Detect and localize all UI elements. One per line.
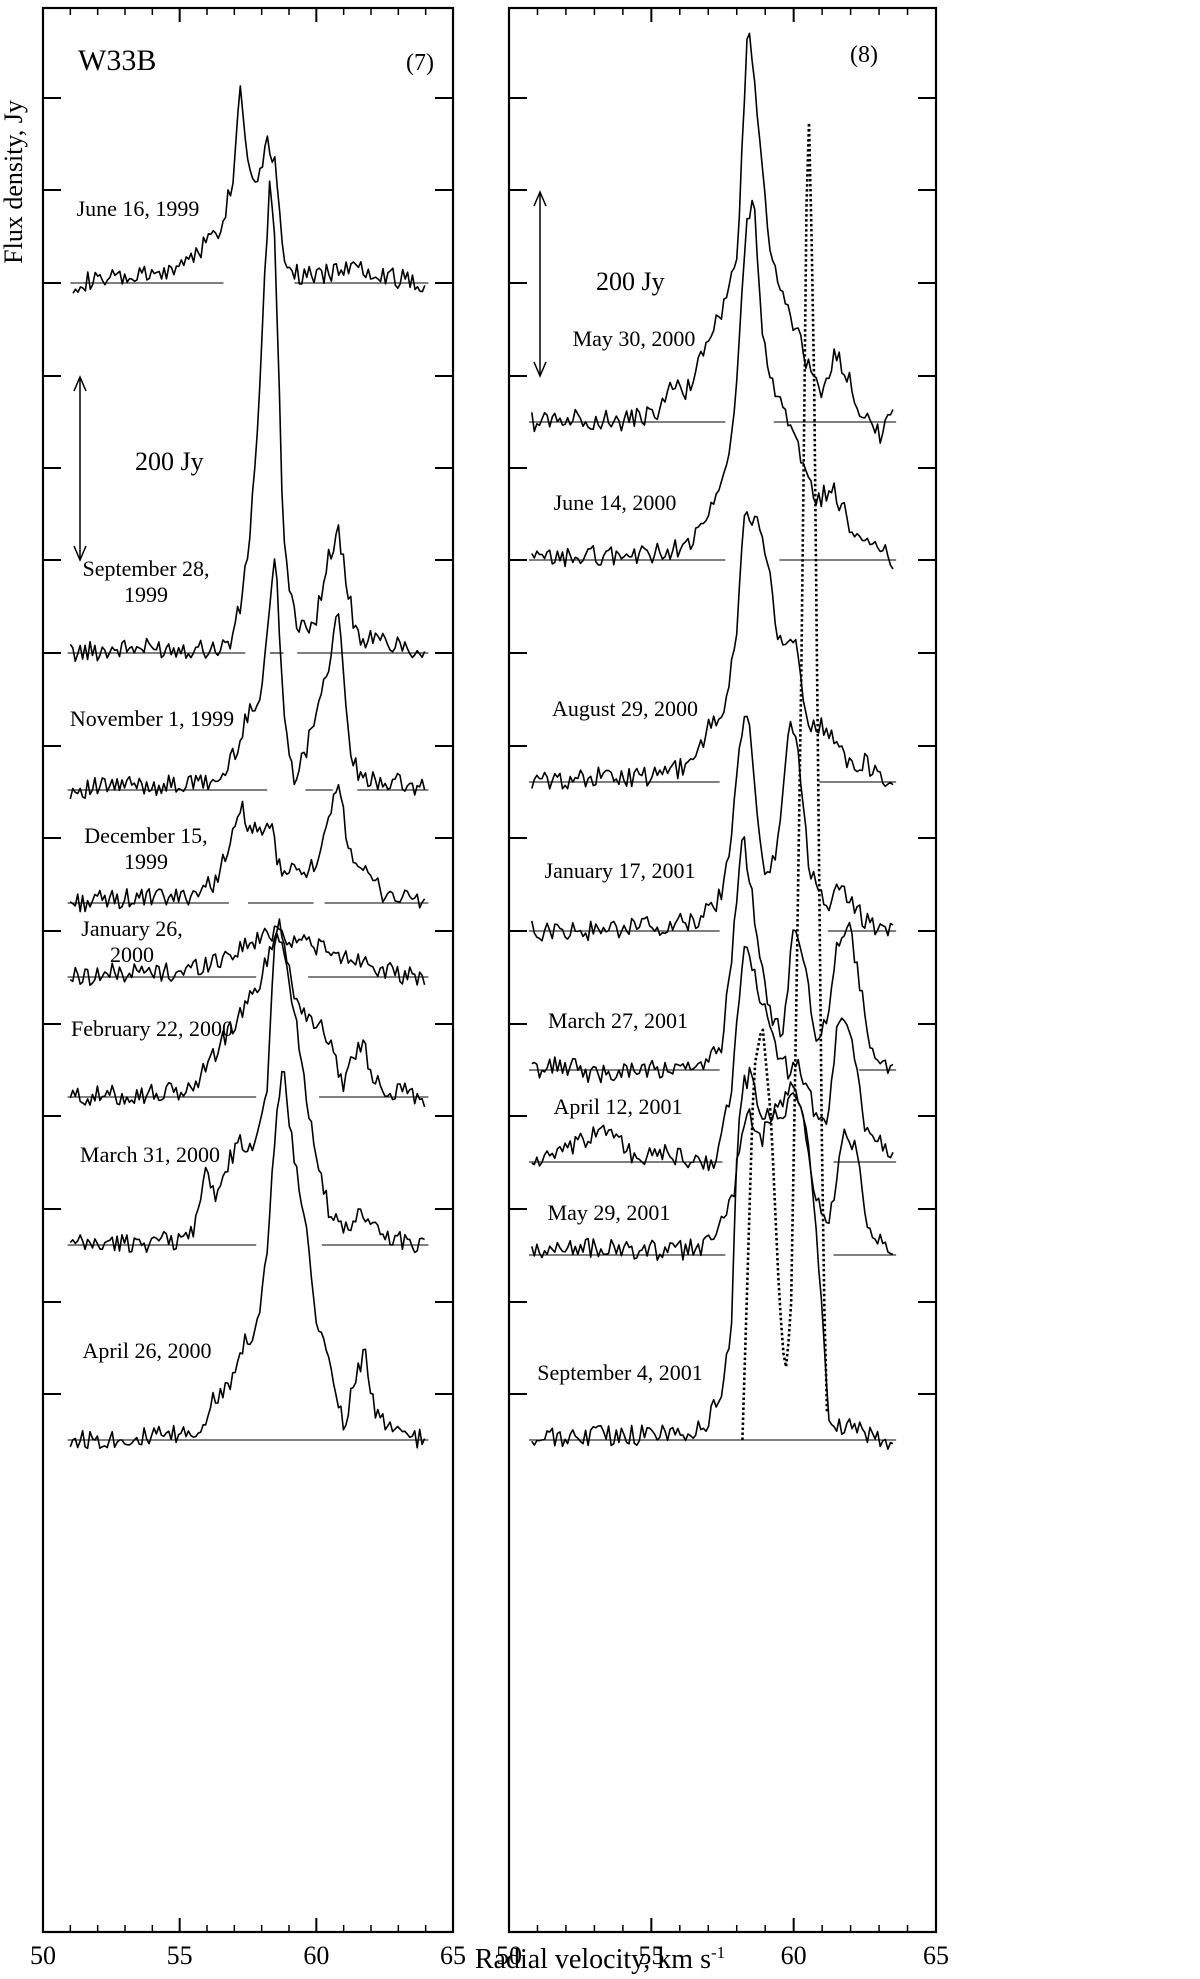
x-tick-label: 50 [30,1941,56,1970]
date-label-line: June 14, 2000 [554,490,677,515]
spectrum-line-march-27-2001 [531,836,894,1084]
dotted-spectrum-line [741,121,829,1441]
date-label-line: 2000 [110,942,154,967]
x-axis-label-unit-exponent: -1 [711,1943,725,1962]
scale-bar-label: 200 Jy [596,267,665,296]
spectrum-line-january-17-2001 [531,715,894,942]
date-label-august-29-2000: August 29, 2000 [552,696,698,721]
date-label-january-26-2000: January 26, 2000 [81,916,182,967]
x-tick-label: 55 [638,1941,664,1970]
plot-frame [41,6,455,1934]
x-tick-label: 60 [781,1941,807,1970]
date-label-april-26-2000: April 26, 2000 [83,1338,212,1363]
date-label-line: September 4, 2001 [537,1360,703,1385]
spectrum-line-november-1-1999 [69,558,426,800]
x-tick-label: 65 [440,1941,466,1970]
date-label-march-31-2000: March 31, 2000 [80,1142,220,1167]
x-tick-label: 55 [167,1941,193,1970]
panel-8: 50 55 60 65 (8) 200 Jy May 30, 2000 June 14, 20… [496,6,949,1970]
spectrum-line-april-26-2000 [69,1070,426,1450]
spectrum-line-february-22-2000 [69,918,426,1108]
date-label-line: April 26, 2000 [83,1338,212,1363]
date-label-line: December 15, [84,823,207,848]
spectrum-line-december-15-1999 [69,784,426,913]
spectrum-line-september-28-1999 [69,180,426,663]
spectrum-line-august-29-2000 [531,511,894,790]
date-label-line: March 27, 2001 [548,1008,688,1033]
date-label-april-12-2001: April 12, 2001 [554,1094,683,1119]
scale-bar-arrow-up [533,190,547,207]
spectrum-line-may-30-2000 [531,32,894,444]
date-label-line: February 22, 2000 [71,1016,233,1041]
date-label-line: 1999 [124,582,168,607]
spectrum-line-march-31-2000 [69,932,425,1254]
date-label-march-27-2001: March 27, 2001 [548,1008,688,1033]
source-label: W33B [78,44,156,77]
spectrum-line-april-12-2001 [531,945,894,1172]
panel-7: 50 55 60 65 W33B (7) 200 Jy June 16, 1999 Septem… [30,6,466,1970]
date-label-line: September 28, [82,556,209,581]
date-label-line: June 16, 1999 [77,196,200,221]
date-label-june-14-2000: June 14, 2000 [554,490,677,515]
scale-bar-arrow-down [533,361,547,378]
scale-bar-label: 200 Jy [135,447,204,476]
date-label-january-17-2001: January 17, 2001 [545,858,696,883]
spectrum-line-september-4-2001 [531,1081,894,1450]
y-axis-label: Flux density, Jy [0,100,28,264]
date-label-november-1-1999: November 1, 1999 [70,706,234,731]
date-label-september-28-1999: September 28, 1999 [82,556,209,607]
date-label-may-30-2000: May 30, 2000 [573,326,696,351]
panel-number: (8) [850,42,878,68]
date-label-line: January 26, [81,916,182,941]
x-axis-label: Radial velocity, km s-1 [475,1943,725,1975]
date-label-line: May 30, 2000 [573,326,696,351]
scale-bar-arrow-down [73,545,87,562]
x-tick-label: 60 [303,1941,329,1970]
date-label-september-4-2001: September 4, 2001 [537,1360,703,1385]
date-label-june-16-1999: June 16, 1999 [77,196,200,221]
date-label-line: May 29, 2001 [548,1200,671,1225]
date-label-line: March 31, 2000 [80,1142,220,1167]
date-label-line: November 1, 1999 [70,706,234,731]
x-axis-label-main: Radial velocity, km s [475,1944,711,1975]
spectrum-line-january-26-2000 [69,925,426,986]
spectrum-line-may-29-2001 [531,1066,894,1261]
scale-bar-arrow-up [73,375,87,392]
spectrum-line-june-16-1999 [72,85,426,294]
date-label-line: August 29, 2000 [552,696,698,721]
date-label-may-29-2001: May 29, 2001 [548,1200,671,1225]
date-label-february-22-2000: February 22, 2000 [71,1016,233,1041]
panel-number: (7) [406,50,434,76]
spectrum-line-june-14-2000 [531,199,894,570]
x-tick-label: 65 [923,1941,949,1970]
date-label-december-15-1999: December 15, 1999 [84,823,207,874]
date-label-line: April 12, 2001 [554,1094,683,1119]
x-tick-label: 50 [496,1941,522,1970]
plot-frame [507,6,938,1934]
date-label-line: January 17, 2001 [545,858,696,883]
date-label-line: 1999 [124,849,168,874]
